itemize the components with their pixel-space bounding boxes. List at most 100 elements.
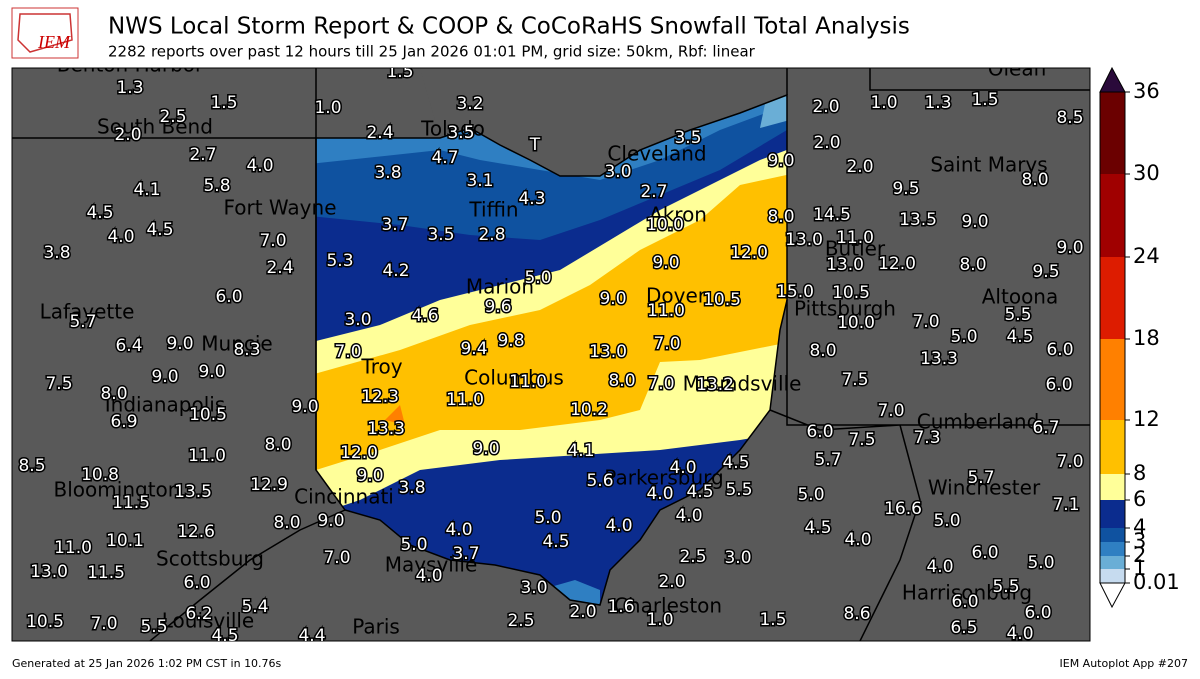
station-value: 3.5 [674,128,701,148]
station-value: 2.0 [569,602,596,622]
station-value: 13.0 [785,230,823,250]
station-value: 9.0 [356,466,383,486]
station-value: 8.0 [809,341,836,361]
station-value: 2.0 [114,125,141,145]
city-label: Butler [825,237,886,261]
station-value: 11.5 [87,563,125,583]
station-value: 6.4 [115,336,142,356]
map [12,68,1090,641]
station-value: 10.0 [837,313,875,333]
station-value: 10.0 [646,215,684,235]
station-value: 11.0 [836,228,874,248]
station-value: 8.6 [843,604,870,624]
station-value: 4.5 [686,482,713,502]
city-label: Moundsville [683,372,802,396]
station-value: 2.7 [640,182,667,202]
station-value: 4.5 [542,532,569,552]
station-value: 6.0 [1045,375,1072,395]
colorbar-label: 30 [1133,161,1160,185]
colorbar-label: 4 [1133,515,1146,539]
station-value: 5.5 [992,577,1019,597]
station-value: 1.6 [607,597,634,617]
colorbar-label: 6 [1133,487,1146,511]
station-value: 13.2 [696,375,734,395]
city-label: Akron [649,203,707,227]
station-value: 3.2 [456,94,483,114]
station-value: 6.7 [1032,418,1059,438]
station-value: 4.5 [86,203,113,223]
city-label: Charleston [614,594,722,618]
station-value: 3.1 [466,171,493,191]
city-label: Pittsburgh [794,297,896,321]
colorbar-label: 36 [1133,79,1160,103]
city-label: Louisville [162,609,255,633]
station-value: 3.7 [452,544,479,564]
station-value: 7.0 [912,312,939,332]
map-labels: Benton Harbor South Bend Toledo Cleveland Ol… [17,68,1085,646]
station-value: 1.3 [116,78,143,98]
station-value: T [529,135,541,155]
station-value: 9.0 [1056,238,1083,258]
station-value: 3.0 [520,578,547,598]
station-value: 3.8 [43,243,70,263]
station-value: 4.0 [844,530,871,550]
colorbar-label: 3 [1133,529,1146,553]
station-value: 5.0 [797,485,824,505]
city-label: Cumberland [917,410,1040,434]
station-value: 4.0 [605,516,632,536]
city-label: Paris [352,615,400,639]
station-value: 13.0 [826,255,864,275]
station-value: 4.2 [382,261,409,281]
station-value: 13.3 [920,349,958,369]
subtitle: 2282 reports over past 12 hours till 25 … [108,43,756,61]
station-value: 12.0 [878,254,916,274]
station-value: 4.5 [1006,327,1033,347]
station-value: 4.0 [1006,624,1033,644]
station-value: 2.0 [812,97,839,117]
station-value: 7.0 [877,401,904,421]
station-value: 9.4 [460,339,487,359]
station-value: 6.9 [110,412,137,432]
station-value: 6.0 [215,287,242,307]
station-value: 7.0 [323,548,350,568]
station-value: 7.0 [653,334,680,354]
station-value: 7.5 [841,370,868,390]
city-label: Lafayette [40,300,135,324]
station-value: 4.0 [246,156,273,176]
station-value: 5.8 [203,176,230,196]
station-value: 4.5 [146,220,173,240]
station-value: 8.0 [100,384,127,404]
station-value: 5.4 [241,597,268,617]
station-value: 3.8 [398,478,425,498]
station-value: 8.0 [767,207,794,227]
station-value: 2.0 [846,157,873,177]
station-value: 16.6 [884,499,922,519]
station-value: 9.8 [497,331,524,351]
station-value: 3.8 [374,163,401,183]
station-value: 10.8 [81,465,119,485]
station-value: 1.5 [759,610,786,630]
station-value: 10.5 [26,612,64,632]
station-value: 4.4 [298,626,325,646]
station-value: 13.3 [367,419,405,439]
station-value: 4.0 [646,484,673,504]
station-value: 9.0 [291,397,318,417]
city-label: Tiffin [468,198,518,222]
station-value: 13.5 [174,482,212,502]
station-value: 9.0 [767,151,794,171]
station-value: 4.0 [107,227,134,247]
station-value: 4.0 [415,566,442,586]
station-value: 10.2 [570,400,608,420]
station-value: 7.5 [848,430,875,450]
station-value: 4.0 [445,520,472,540]
station-value: 9.0 [151,367,178,387]
station-value: 2.7 [189,145,216,165]
colorbar-label: 1 [1133,556,1146,580]
city-label: Indianapolis [105,393,225,417]
station-value: 6.0 [183,573,210,593]
colorbar-label: 8 [1133,461,1146,485]
station-value: 4.5 [804,518,831,538]
station-value: 9.5 [1032,262,1059,282]
city-label: Muncie [201,332,272,356]
